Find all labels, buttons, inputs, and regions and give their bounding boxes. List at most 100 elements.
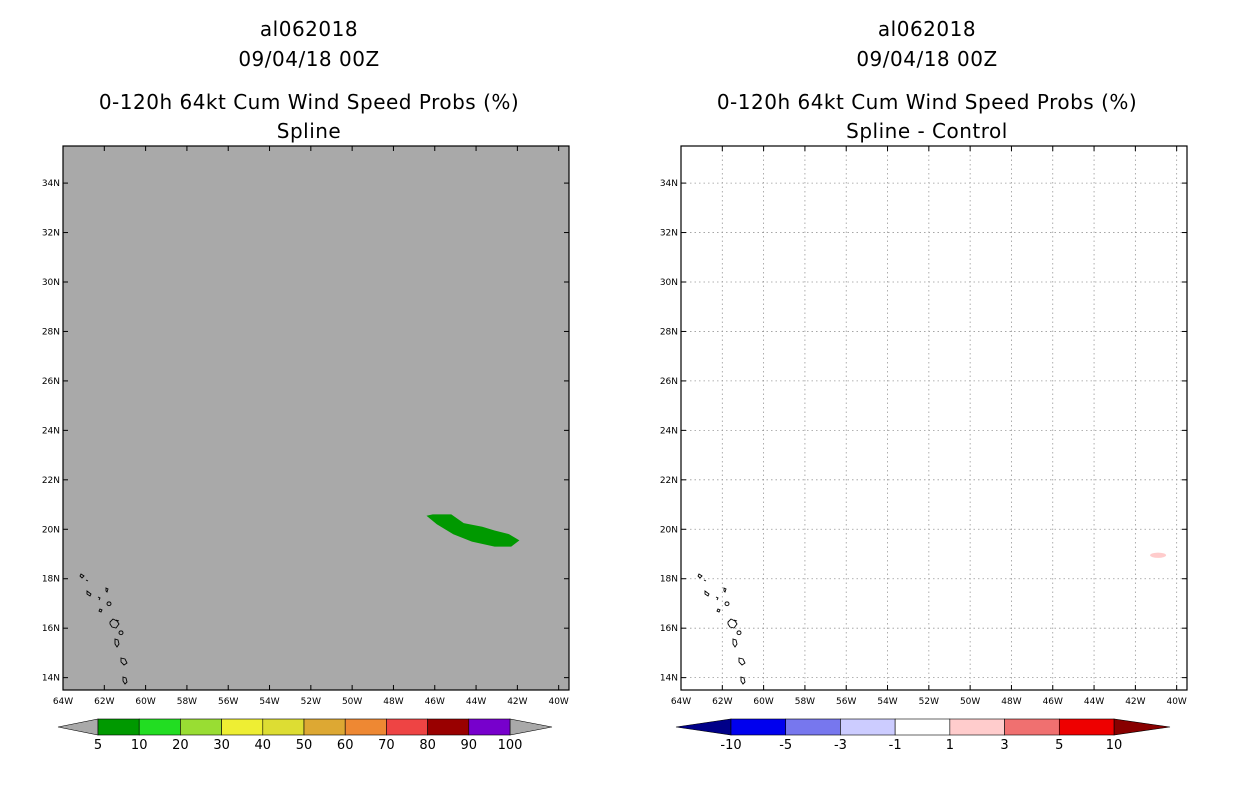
right-y-tick-label: 32N	[660, 229, 678, 239]
left-y-tick-label: 32N	[42, 229, 60, 239]
right-colorbar-label: -1	[889, 738, 902, 753]
right-y-tick-label: 24N	[660, 426, 678, 436]
right-colorbar-swatch	[730, 718, 787, 736]
right-x-tick-label: 50W	[960, 697, 980, 707]
right-y-tick-label: 34N	[660, 179, 678, 189]
left-x-tick-label: 52W	[301, 697, 321, 707]
left-colorbar-swatch	[344, 718, 387, 736]
right-storm-id: al062018	[878, 17, 976, 41]
right-difference-region	[1150, 552, 1167, 558]
left-product-title: 0-120h 64kt Cum Wind Speed Probs (%)	[99, 90, 519, 114]
right-colorbar-swatch	[894, 718, 951, 736]
left-colorbar-label: 50	[296, 738, 313, 753]
right-colorbar-label: -3	[834, 738, 847, 753]
left-y-tick-label: 34N	[42, 179, 60, 189]
left-y-tick-label: 28N	[42, 327, 60, 337]
left-y-tick-label: 22N	[42, 476, 60, 486]
left-colorbar-swatch	[180, 718, 222, 736]
right-colorbar-label: 10	[1106, 738, 1123, 753]
left-colorbar-label: 10	[131, 738, 148, 753]
left-colorbar-swatch	[303, 718, 346, 736]
left-colorbar: 5 10 20 30 40 50 60 70 80 90 100	[57, 718, 553, 753]
left-colorbar-swatch	[97, 718, 140, 736]
right-y-tick-label: 16N	[660, 624, 678, 634]
left-colorbar-label: 40	[255, 738, 272, 753]
left-x-tick-label: 42W	[507, 697, 527, 707]
left-colorbar-swatch	[221, 718, 264, 736]
right-x-axis: 64W 62W 60W 58W 56W 54W 52W 50W 48W 46W 44W 42W 40W	[671, 146, 1187, 707]
left-date: 09/04/18 00Z	[238, 47, 379, 71]
right-x-tick-label: 54W	[877, 697, 897, 707]
left-lesser-antilles	[79, 573, 128, 685]
right-y-tick-label: 30N	[660, 278, 678, 288]
left-x-tick-label: 54W	[259, 697, 279, 707]
left-x-tick-label: 64W	[53, 697, 73, 707]
right-x-tick-label: 56W	[836, 697, 856, 707]
left-x-tick-label: 50W	[342, 697, 362, 707]
left-colorbar-swatch	[262, 718, 305, 736]
right-colorbar-swatch	[1058, 718, 1115, 736]
right-colorbar-swatch	[840, 718, 896, 736]
right-map: 34N 32N 30N 28N 26N 24N 22N 20N 18N 16N 14N 64W 62W…	[660, 145, 1188, 707]
left-x-tick-label: 58W	[177, 697, 197, 707]
right-x-tick-label: 48W	[1001, 697, 1021, 707]
left-y-tick-label: 30N	[42, 278, 60, 288]
right-colorbar-label: -10	[720, 738, 741, 753]
right-x-tick-label: 42W	[1125, 697, 1145, 707]
left-x-axis: 64W 62W 60W 58W 56W 54W 52W 50W 48W 46W 44W 42W 40W	[53, 146, 569, 707]
left-colorbar-high-arrow	[509, 718, 553, 736]
right-y-tick-label: 28N	[660, 327, 678, 337]
left-colorbar-label: 30	[213, 738, 230, 753]
left-map-background	[63, 146, 569, 690]
right-x-tick-label: 58W	[795, 697, 815, 707]
right-colorbar-label: 5	[1055, 738, 1063, 753]
right-y-tick-label: 26N	[660, 377, 678, 387]
right-x-tick-label: 62W	[712, 697, 732, 707]
left-x-tick-label: 48W	[383, 697, 403, 707]
left-method-title: Spline	[277, 119, 341, 143]
left-y-tick-label: 18N	[42, 575, 60, 585]
left-colorbar-swatch	[138, 718, 181, 736]
right-y-axis: 34N 32N 30N 28N 26N 24N 22N 20N 18N 16N 14N	[660, 179, 1187, 684]
right-y-tick-label: 18N	[660, 575, 678, 585]
left-colorbar-swatch	[386, 718, 428, 736]
left-colorbar-label: 20	[172, 738, 189, 753]
left-map: 34N 32N 30N 28N 26N 24N 22N 20N 18N 16N 14N 64W 62W…	[42, 145, 570, 707]
right-colorbar-label: 3	[1000, 738, 1008, 753]
left-x-tick-label: 56W	[218, 697, 238, 707]
right-x-tick-label: 64W	[671, 697, 691, 707]
right-colorbar-label: -5	[779, 738, 792, 753]
left-colorbar-label: 100	[498, 738, 523, 753]
right-colorbar: -10 -5 -3 -1 1 3 5 10	[675, 718, 1171, 753]
right-colorbar-swatch	[785, 718, 841, 736]
right-colorbar-swatch	[949, 718, 1005, 736]
left-map-frame	[62, 145, 570, 691]
right-product-title: 0-120h 64kt Cum Wind Speed Probs (%)	[717, 90, 1137, 114]
right-x-tick-label: 60W	[753, 697, 773, 707]
right-lesser-antilles	[697, 573, 746, 685]
right-colorbar-label: 1	[946, 738, 954, 753]
right-y-tick-label: 22N	[660, 476, 678, 486]
left-y-tick-label: 24N	[42, 426, 60, 436]
left-y-tick-label: 26N	[42, 377, 60, 387]
right-x-tick-label: 46W	[1043, 697, 1063, 707]
left-colorbar-swatch	[468, 718, 511, 736]
right-map-frame	[680, 145, 1188, 691]
right-x-tick-label: 40W	[1166, 697, 1186, 707]
right-y-tick-label: 20N	[660, 525, 678, 535]
right-map-background	[681, 146, 1187, 690]
right-date: 09/04/18 00Z	[856, 47, 997, 71]
right-gridlines	[680, 146, 1187, 690]
left-colorbar-swatch	[427, 718, 470, 736]
left-x-tick-label: 60W	[135, 697, 155, 707]
left-y-tick-label: 20N	[42, 525, 60, 535]
left-colorbar-label: 70	[378, 738, 395, 753]
left-y-tick-label: 14N	[42, 674, 60, 684]
right-method-title: Spline - Control	[846, 119, 1008, 143]
left-x-tick-label: 62W	[94, 697, 114, 707]
right-colorbar-high-arrow	[1113, 718, 1171, 736]
left-probability-region	[426, 514, 520, 547]
left-colorbar-low-arrow	[57, 718, 99, 736]
